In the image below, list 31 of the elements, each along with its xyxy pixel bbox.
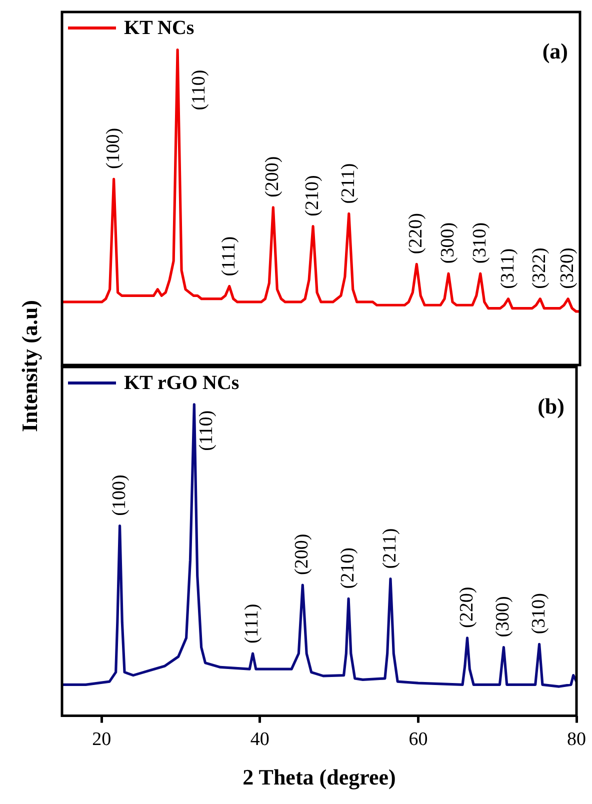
- annotation: (211): [338, 163, 359, 204]
- annotation: (200): [262, 156, 284, 198]
- annotation: (100): [108, 474, 130, 516]
- annotation: (320): [557, 248, 578, 289]
- annotation: (110): [188, 70, 210, 110]
- x-tick-label: 60: [408, 729, 428, 750]
- annotation: (111): [242, 604, 263, 644]
- annotation: (310): [469, 222, 490, 264]
- annotation: (300): [437, 222, 458, 264]
- annotation: (311): [497, 248, 518, 289]
- annotation: (b): [538, 394, 564, 419]
- y-axis-title: Intensity (a.u): [17, 300, 43, 432]
- x-tick-label: 20: [92, 729, 112, 750]
- x-tick-label: 80: [567, 729, 586, 750]
- x-axis-title: 2 Theta (degree): [242, 764, 396, 790]
- legend-label: KT NCs: [124, 17, 194, 40]
- annotation: (210): [338, 548, 359, 589]
- x-tick-label: 40: [250, 729, 270, 750]
- annotation: (310): [528, 593, 550, 634]
- annotation: (100): [102, 128, 124, 170]
- annotation: (220): [456, 586, 478, 628]
- annotation: (322): [529, 248, 550, 289]
- annotation: (210): [302, 175, 324, 216]
- annotation: (110): [196, 410, 218, 451]
- annotation: (200): [292, 534, 313, 575]
- annotation: (211): [379, 528, 400, 569]
- annotation: (a): [542, 38, 568, 64]
- annotation: (220): [406, 212, 427, 254]
- legend-label: KT rGO NCs: [124, 372, 240, 394]
- annotation: (300): [492, 596, 514, 638]
- annotation: (111): [218, 236, 240, 276]
